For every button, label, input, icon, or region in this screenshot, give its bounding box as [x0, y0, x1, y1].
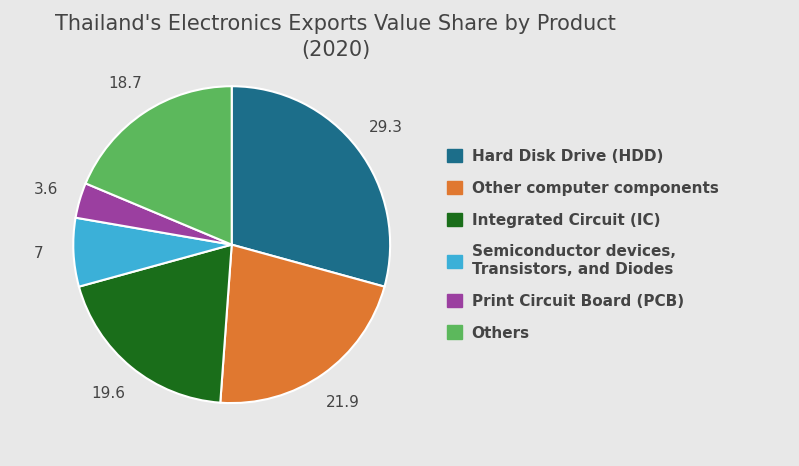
Text: Thailand's Electronics Exports Value Share by Product
(2020): Thailand's Electronics Exports Value Sha…	[55, 14, 616, 61]
Wedge shape	[74, 218, 232, 287]
Text: 19.6: 19.6	[92, 386, 125, 401]
Text: 3.6: 3.6	[34, 182, 58, 197]
Legend: Hard Disk Drive (HDD), Other computer components, Integrated Circuit (IC), Semic: Hard Disk Drive (HDD), Other computer co…	[447, 149, 718, 341]
Text: 7: 7	[34, 246, 43, 260]
Wedge shape	[76, 184, 232, 245]
Text: 18.7: 18.7	[109, 75, 142, 90]
Text: 21.9: 21.9	[326, 395, 360, 410]
Wedge shape	[79, 245, 232, 403]
Text: 29.3: 29.3	[368, 120, 403, 135]
Wedge shape	[232, 86, 390, 287]
Wedge shape	[221, 245, 384, 403]
Wedge shape	[85, 86, 232, 245]
